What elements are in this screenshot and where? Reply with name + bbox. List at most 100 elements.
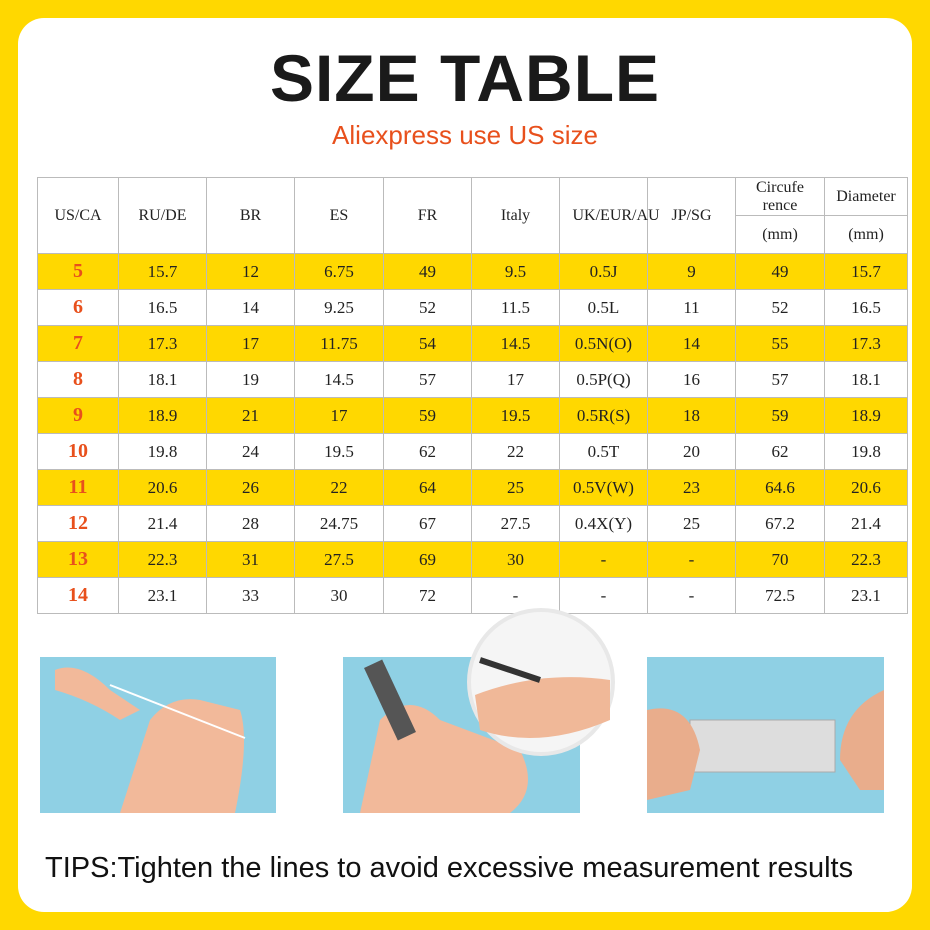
table-row: 8 18.1 19 14.5 57 17 0.5P(Q) 16 57 18.1: [37, 361, 908, 398]
column-header: ES: [294, 177, 384, 254]
table-cell: 16.5: [824, 289, 908, 326]
table-cell: 27.5: [471, 505, 560, 542]
table-cell: 20.6: [118, 469, 207, 506]
table-cell: 0.5L: [559, 289, 648, 326]
table-cell: 14.5: [471, 325, 560, 362]
us-size: 13: [37, 541, 119, 578]
table-cell: 18: [647, 397, 736, 434]
table-cell: 9: [647, 253, 736, 290]
table-cell: 57: [735, 361, 825, 398]
table-row: 11 20.6 26 22 64 25 0.5V(W) 23 64.6 20.6: [37, 469, 908, 506]
table-cell: 25: [471, 469, 560, 506]
table-cell: 19.5: [471, 397, 560, 434]
table-cell: 23.1: [824, 577, 908, 614]
header-text: ES: [329, 206, 349, 224]
table-cell: 21: [206, 397, 295, 434]
table-cell: 0.4X(Y): [559, 505, 648, 542]
table-row: 6 16.5 14 9.25 52 11.5 0.5L 11 52 16.5: [37, 289, 908, 326]
table-row: 12 21.4 28 24.75 67 27.5 0.4X(Y) 25 67.2 21.4: [37, 505, 908, 542]
table-cell: 64.6: [735, 469, 825, 506]
table-cell: 16.5: [118, 289, 207, 326]
table-cell: 18.9: [824, 397, 908, 434]
header-text: JP/SG: [671, 206, 712, 224]
us-size: 10: [37, 433, 119, 470]
table-cell: 17: [471, 361, 560, 398]
table-cell: 62: [735, 433, 825, 470]
table-cell: 18.1: [118, 361, 207, 398]
table-cell: 69: [383, 541, 472, 578]
table-cell: 20: [647, 433, 736, 470]
table-cell: 55: [735, 325, 825, 362]
tips: TIPS:Tighten the lines to avoid excessiv…: [45, 852, 854, 884]
us-size: 8: [37, 361, 119, 398]
table-cell: 11: [647, 289, 736, 326]
table-cell: 19.8: [118, 433, 207, 470]
hand-right: [840, 690, 884, 790]
column-unit: (mm): [824, 215, 908, 254]
column-header: Diameter: [824, 177, 908, 216]
us-size: 7: [37, 325, 119, 362]
table-cell: -: [559, 577, 648, 614]
table-cell: 17.3: [824, 325, 908, 362]
header-text: RU/DE: [138, 206, 187, 224]
table-cell: 62: [383, 433, 472, 470]
table-cell: 19: [206, 361, 295, 398]
table-cell: 20.6: [824, 469, 908, 506]
table-cell: 0.5N(O): [559, 325, 648, 362]
hand-left: [647, 708, 700, 800]
table-row: 14 23.1 33 30 72- - -72.5 23.1: [37, 577, 908, 614]
table-row: 13 22.3 31 27.5 69 30- -70 22.3: [37, 541, 908, 578]
table-cell: 9.5: [471, 253, 560, 290]
table-cell: 22: [294, 469, 384, 506]
table-cell: 0.5T: [559, 433, 648, 470]
table-cell: 22.3: [118, 541, 207, 578]
fingers: [55, 667, 140, 720]
table-cell: 30: [294, 577, 384, 614]
header-text: Circufe rence: [756, 178, 804, 214]
table-cell: 17.3: [118, 325, 207, 362]
table-cell: -: [647, 577, 736, 614]
table-cell: 21.4: [824, 505, 908, 542]
subtitle: Aliexpress use US size: [332, 120, 598, 150]
table-cell: 24.75: [294, 505, 384, 542]
table-cell: 0.5V(W): [559, 469, 648, 506]
table-row: 7 17.3 17 11.75 54 14.5 0.5N(O) 14 55 17.3: [37, 325, 908, 362]
header-text: Italy: [500, 206, 531, 224]
table-cell: 25: [647, 505, 736, 542]
table-cell: 0.5R(S): [559, 397, 648, 434]
table-cell: -: [559, 541, 648, 578]
table-cell: 23.1: [118, 577, 207, 614]
header-text: US/CA: [54, 206, 102, 224]
table-cell: 27.5: [294, 541, 384, 578]
hand: [120, 699, 244, 813]
table-cell: 21.4: [118, 505, 207, 542]
table-cell: 18.1: [824, 361, 908, 398]
us-size: 6: [37, 289, 119, 326]
column-header: Italy: [471, 177, 560, 254]
table-cell: 11.5: [471, 289, 560, 326]
us-size: 9: [37, 397, 119, 434]
column-header: US/CA: [37, 177, 119, 254]
table-cell: 15.7: [824, 253, 908, 290]
table-row: 5 15.7 12 6.75 49 9.5 0.5J 9 49 15.7: [37, 253, 908, 290]
wrist: [475, 677, 610, 738]
photos: [40, 608, 884, 813]
table-cell: 23: [647, 469, 736, 506]
table-cell: 11.75: [294, 325, 384, 362]
column-unit: (mm): [735, 215, 825, 254]
table-cell: 52: [383, 289, 472, 326]
table-cell: 54: [383, 325, 472, 362]
table-cell: 31: [206, 541, 295, 578]
table-row: 9 18.9 21 17 59 19.5 0.5R(S) 18 59 18.9: [37, 397, 908, 434]
table-cell: 52: [735, 289, 825, 326]
pen: [364, 659, 416, 741]
table-cell: 14: [647, 325, 736, 362]
us-size: 14: [37, 577, 119, 614]
table-cell: 17: [294, 397, 384, 434]
table-cell: 59: [735, 397, 825, 434]
table-cell: 72: [383, 577, 472, 614]
column-header: FR: [383, 177, 472, 254]
table-cell: 12: [206, 253, 295, 290]
pen-tip: [479, 657, 541, 683]
table-cell: 33: [206, 577, 295, 614]
